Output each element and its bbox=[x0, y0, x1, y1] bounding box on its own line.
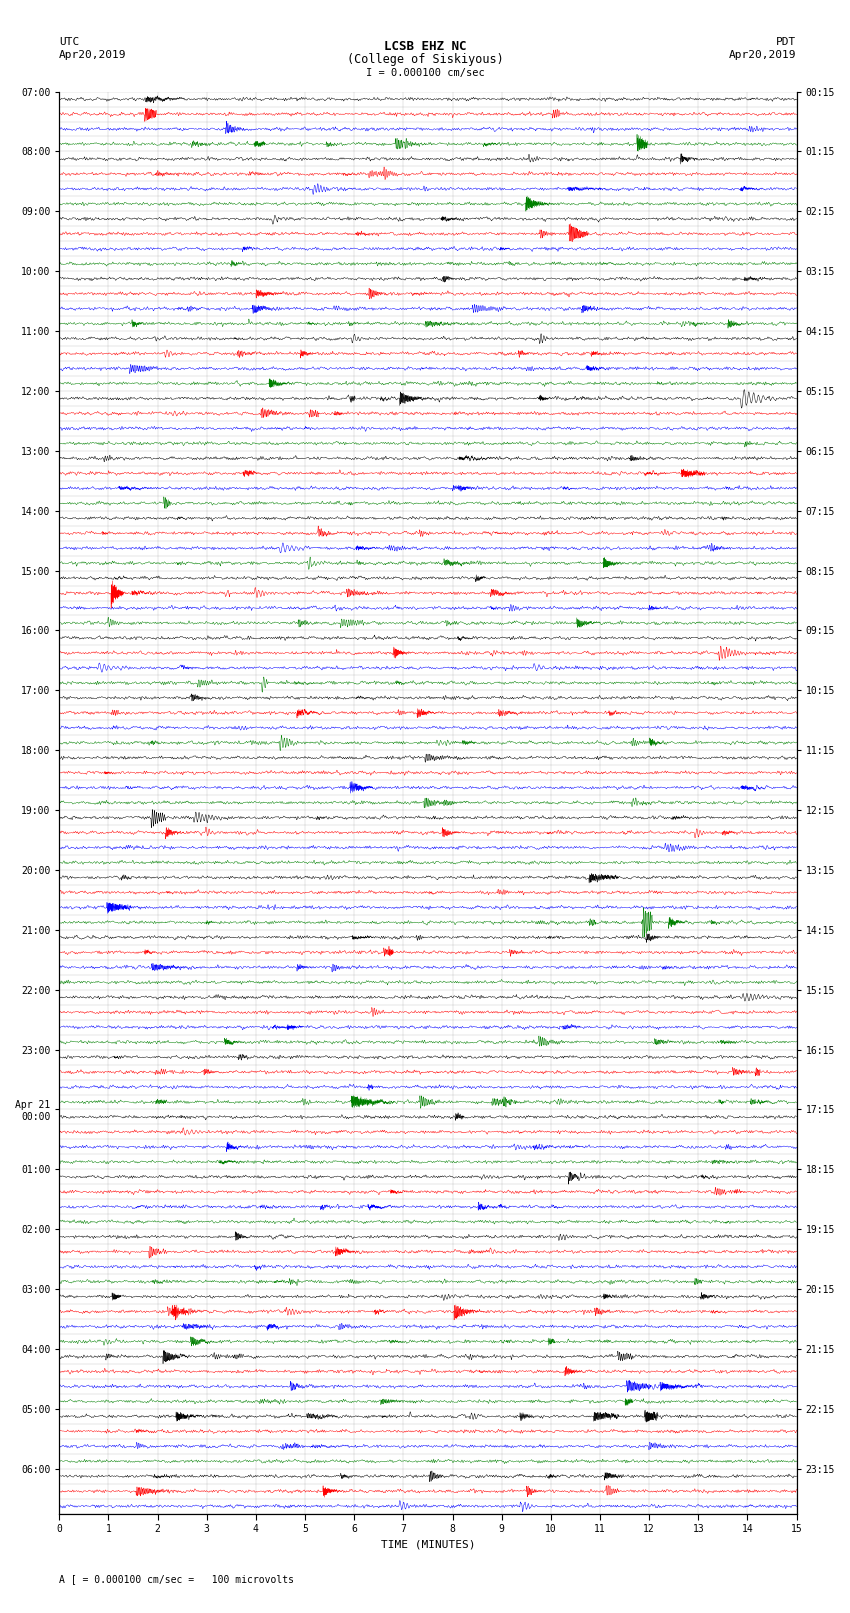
Text: UTC: UTC bbox=[60, 37, 80, 47]
Text: (College of Siskiyous): (College of Siskiyous) bbox=[347, 53, 503, 66]
Text: LCSB EHZ NC: LCSB EHZ NC bbox=[383, 40, 467, 53]
Text: Apr20,2019: Apr20,2019 bbox=[60, 50, 127, 60]
X-axis label: TIME (MINUTES): TIME (MINUTES) bbox=[381, 1540, 475, 1550]
Text: A [ = 0.000100 cm/sec =   100 microvolts: A [ = 0.000100 cm/sec = 100 microvolts bbox=[60, 1574, 294, 1584]
Text: I = 0.000100 cm/sec: I = 0.000100 cm/sec bbox=[366, 68, 484, 77]
Text: Apr20,2019: Apr20,2019 bbox=[729, 50, 796, 60]
Text: PDT: PDT bbox=[776, 37, 796, 47]
